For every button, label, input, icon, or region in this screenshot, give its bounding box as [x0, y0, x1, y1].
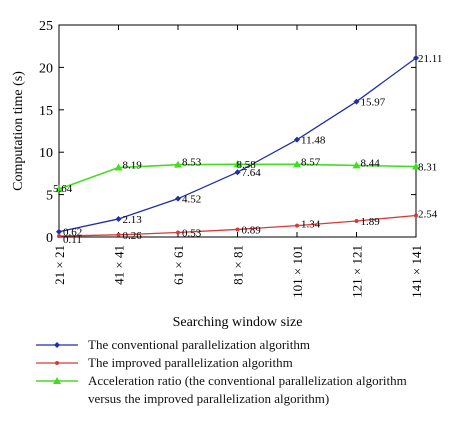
data-point-improved — [116, 232, 121, 237]
x-tick-label: 101 × 101 — [290, 245, 305, 298]
data-point-acceleration — [55, 185, 63, 193]
x-tick-label: 41 × 41 — [112, 245, 127, 285]
data-point-acceleration — [352, 161, 361, 169]
data-label-improved: 0.26 — [123, 230, 143, 242]
data-label-improved: 1.34 — [301, 219, 321, 231]
legend-label-conventional: The conventional parallelization algorit… — [88, 337, 311, 352]
data-label-conventional: 7.64 — [242, 167, 262, 179]
x-tick-label: 21 × 21 — [52, 245, 67, 285]
data-label-improved: 0.89 — [242, 224, 262, 236]
legend-item-improved: The improved parallelization algorithm — [34, 354, 470, 372]
legend-label-acceleration: Acceleration ratio (the conventional par… — [88, 373, 407, 388]
legend-swatch-acceleration — [36, 377, 78, 384]
series-line-conventional — [58, 57, 417, 233]
legend-item-acceleration: Acceleration ratio (the conventional par… — [34, 372, 470, 408]
data-point-conventional — [234, 169, 241, 176]
y-tick-label: 25 — [39, 19, 53, 34]
legend-swatch-improved — [36, 361, 78, 365]
data-label-conventional: 11.48 — [301, 135, 326, 147]
data-point-improved — [235, 227, 240, 232]
data-point-improved — [295, 223, 299, 228]
data-point-conventional — [115, 215, 122, 222]
legend-label-acceleration-cont: versus the improved parallelization algo… — [88, 391, 330, 406]
data-point-acceleration — [293, 160, 301, 168]
y-axis-title: Computation time (s) — [11, 71, 26, 191]
data-point-improved — [414, 213, 418, 218]
data-label-acceleration: 8.31 — [418, 162, 437, 174]
legend-item-conventional: The conventional parallelization algorit… — [34, 336, 470, 354]
legend-swatch-conventional — [36, 342, 78, 348]
data-point-acceleration — [233, 160, 242, 168]
data-point-conventional — [294, 136, 300, 143]
data-point-acceleration — [114, 163, 123, 171]
data-label-acceleration: 8.53 — [182, 157, 202, 169]
x-tick-label: 61 × 61 — [171, 245, 186, 285]
data-label-conventional: 0.62 — [63, 227, 82, 239]
x-tick-label: 141 × 141 — [409, 245, 424, 298]
data-label-acceleration: 8.19 — [123, 160, 143, 172]
data-label-acceleration: 5.64 — [53, 183, 73, 195]
data-point-conventional — [56, 228, 62, 235]
data-label-conventional: 2.13 — [123, 214, 143, 226]
data-point-acceleration — [174, 160, 182, 168]
data-label-improved: 2.54 — [418, 208, 438, 220]
data-label-acceleration: 8.44 — [361, 157, 381, 169]
data-label-conventional: 15.97 — [361, 97, 386, 109]
x-tick-label: 81 × 81 — [231, 245, 246, 285]
data-label-improved: 0.11 — [63, 234, 82, 246]
data-label-acceleration: 8.58 — [237, 159, 257, 171]
y-tick-label: 0 — [46, 231, 53, 246]
data-point-improved — [176, 230, 180, 235]
legend-label-improved: The improved parallelization algorithm — [88, 355, 293, 370]
x-tick-label: 121 × 121 — [350, 245, 365, 298]
data-label-conventional: 21.11 — [418, 53, 442, 65]
data-point-conventional — [353, 98, 360, 105]
data-point-improved — [57, 234, 61, 239]
y-tick-label: 5 — [46, 189, 53, 204]
data-label-conventional: 4.52 — [182, 194, 201, 206]
data-point-conventional — [413, 54, 419, 61]
data-label-acceleration: 8.57 — [301, 156, 321, 168]
plot-frame — [58, 24, 417, 238]
data-point-conventional — [175, 195, 181, 202]
y-tick-label: 10 — [39, 146, 53, 161]
legend: The conventional parallelization algorit… — [34, 336, 470, 408]
data-point-acceleration — [412, 162, 420, 170]
x-axis-title: Searching window size — [173, 315, 303, 330]
data-label-improved: 1.89 — [361, 216, 381, 228]
y-tick-label: 15 — [39, 104, 53, 119]
data-point-improved — [354, 218, 359, 223]
y-tick-label: 20 — [39, 61, 53, 76]
data-label-improved: 0.53 — [182, 228, 202, 240]
